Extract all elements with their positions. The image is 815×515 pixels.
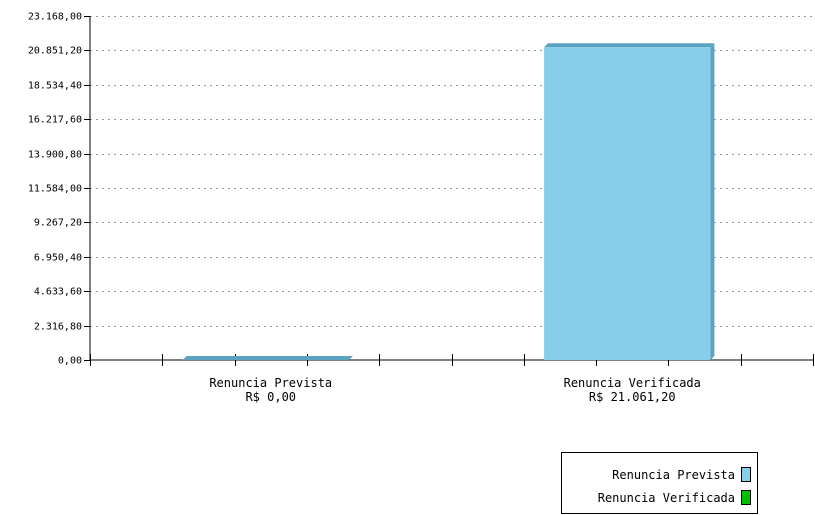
bar-front-face (544, 47, 711, 360)
y-tick-label: 0,00 (58, 356, 82, 367)
bar-side-face (710, 43, 715, 360)
bar-top-face (182, 356, 353, 360)
legend-label-prevista: Renuncia Prevista (612, 467, 735, 482)
y-tick-label: 13.900,80 (28, 150, 82, 161)
legend-item-prevista: Renuncia Prevista (612, 467, 751, 482)
bar-chart: 0,00 2.316,80 4.633,60 6.950,40 9.267,20 11.5… (28, 12, 814, 404)
bars (182, 43, 715, 360)
y-tick-label: 23.168,00 (28, 12, 82, 23)
category-label: Renuncia Prevista (209, 376, 332, 390)
y-tick-label: 2.316,80 (34, 322, 82, 333)
y-tick-label: 20.851,20 (28, 46, 82, 57)
y-tick-label: 9.267,20 (34, 218, 82, 229)
bar-top-face (544, 43, 715, 48)
gridlines (90, 16, 813, 327)
legend-label-verificada: Renuncia Verificada (597, 490, 735, 505)
legend: Renuncia Prevista Renuncia Verificada (561, 452, 758, 514)
y-axis-ticks: 0,00 2.316,80 4.633,60 6.950,40 9.267,20 11.5… (28, 12, 90, 367)
y-tick-label: 6.950,40 (34, 253, 82, 264)
bar-1 (182, 356, 353, 360)
category-value-label: R$ 0,00 (245, 390, 296, 404)
bar-2 (544, 43, 715, 360)
y-tick-label: 11.584,00 (28, 184, 82, 195)
category-label: Renuncia Verificada (564, 376, 701, 390)
category-value-label: R$ 21.061,20 (589, 390, 676, 404)
y-tick-label: 4.633,60 (34, 287, 82, 298)
y-tick-label: 16.217,60 (28, 115, 82, 126)
legend-swatch-verificada (741, 490, 751, 505)
legend-item-verificada: Renuncia Verificada (598, 490, 751, 505)
y-tick-label: 18.534,40 (28, 81, 82, 92)
legend-swatch-prevista (741, 467, 751, 482)
